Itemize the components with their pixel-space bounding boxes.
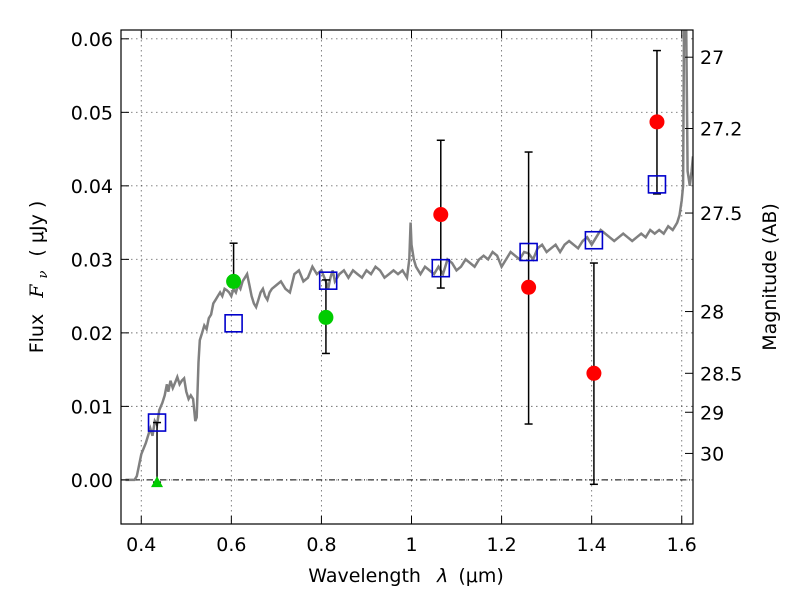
y2-tick-label: 27 xyxy=(700,47,724,69)
model-square-marker xyxy=(318,271,338,290)
x-ticks: 0.4 0.6 0.8 1 1.2 1.4 1.6 xyxy=(126,30,697,556)
red-circle-marker xyxy=(433,207,449,223)
y-ticks: 0.00 0.01 0.02 0.03 0.04 0.05 0.06 xyxy=(71,29,129,492)
y2-tick-label: 27.5 xyxy=(700,203,742,225)
template-spectrum-line xyxy=(125,30,693,482)
y2-tick-label: 30 xyxy=(700,443,724,465)
red-circle-marker xyxy=(586,365,602,381)
y-tick-label: 0.06 xyxy=(71,29,113,51)
y-tick-label: 0.01 xyxy=(71,396,113,418)
y-tick-label: 0.00 xyxy=(71,470,113,492)
y2-axis-label: Magnitude (AB) xyxy=(759,203,781,351)
x-tick-label: 1.4 xyxy=(577,534,607,556)
x-axis-label-prefix: Wavelength xyxy=(308,565,421,587)
x-tick-label: 0.8 xyxy=(306,534,336,556)
green-circle-marker xyxy=(226,273,242,289)
errorbar-layer xyxy=(153,49,661,486)
y-tick-label: 0.03 xyxy=(71,249,113,271)
green-triangle-marker xyxy=(151,476,164,488)
model-square-marker xyxy=(584,230,604,250)
y-tick-label: 0.02 xyxy=(71,323,113,345)
model-square-marker xyxy=(519,242,538,262)
x-tick-label: 1.2 xyxy=(486,534,516,556)
marker-layer xyxy=(147,114,667,488)
y2-tick-label: 29 xyxy=(700,402,724,424)
x-tick-label: 0.4 xyxy=(126,534,156,556)
y2-tick-label: 28.5 xyxy=(700,363,742,385)
y-axis-label-sub: ν xyxy=(36,271,51,279)
y-tick-label: 0.05 xyxy=(71,102,113,124)
y2-ticks: 27 27.2 27.5 28 28.5 29 30 xyxy=(685,47,742,465)
x-axis-label-unit: (μm) xyxy=(458,565,503,587)
model-square-marker xyxy=(431,258,451,278)
grid-layer xyxy=(121,30,693,524)
spectrum-layer xyxy=(125,30,693,482)
y-axis-label: Flux F ν ( μJy ) xyxy=(26,201,52,354)
y-axis-label-unit: ( μJy ) xyxy=(26,201,48,257)
green-circle-marker xyxy=(318,309,334,325)
x-tick-label: 1.6 xyxy=(667,534,697,556)
y-tick-label: 0.04 xyxy=(71,176,113,198)
plot-frame xyxy=(120,29,694,525)
y2-tick-label: 27.2 xyxy=(700,119,742,141)
y-axis-label-symbol: F xyxy=(26,284,48,299)
y2-tick-label: 28 xyxy=(700,302,724,324)
model-square-marker xyxy=(647,175,667,194)
y-axis-label-prefix: Flux xyxy=(26,314,48,354)
model-square-marker xyxy=(224,314,243,333)
x-axis-label-symbol: λ xyxy=(436,565,448,587)
x-tick-label: 0.6 xyxy=(216,534,246,556)
red-circle-marker xyxy=(649,114,665,130)
x-axis-label: Wavelength λ (μm) xyxy=(308,565,503,587)
red-circle-marker xyxy=(521,279,537,295)
x-tick-label: 1 xyxy=(405,534,417,556)
model-square-marker xyxy=(147,413,167,432)
